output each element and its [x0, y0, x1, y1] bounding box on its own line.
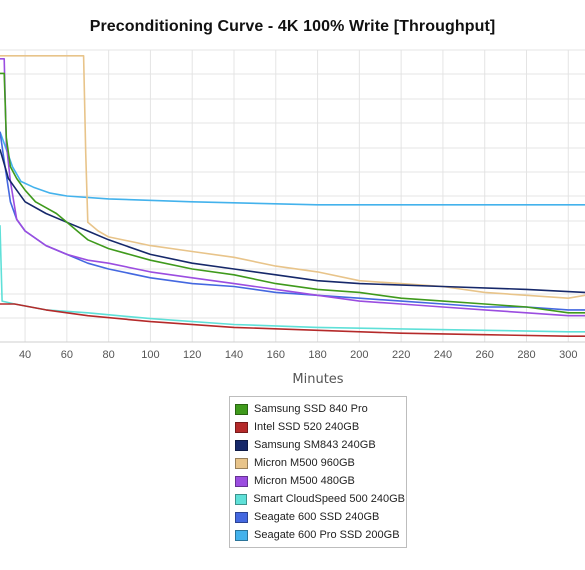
legend-label: Seagate 600 SSD 240GB — [254, 511, 380, 523]
legend-item: Intel SSD 520 240GB — [235, 418, 405, 436]
x-tick-label-160: 160 — [267, 349, 285, 361]
x-tick-label-220: 220 — [392, 349, 410, 361]
x-tick-label-60: 60 — [61, 349, 73, 361]
legend-item: Samsung SSD 840 Pro — [235, 400, 405, 418]
x-tick-label-140: 140 — [225, 349, 243, 361]
series-line-micron-m500-480gb — [0, 58, 585, 317]
x-tick-label-280: 280 — [517, 349, 535, 361]
legend-swatch — [235, 457, 248, 469]
legend-item: Seagate 600 SSD 240GB — [235, 508, 405, 526]
x-tick-label-180: 180 — [308, 349, 326, 361]
legend-item: Seagate 600 Pro SSD 200GB — [235, 526, 405, 544]
x-tick-label-300: 300 — [559, 349, 577, 361]
legend-label: Intel SSD 520 240GB — [254, 421, 360, 433]
x-tick-label-100: 100 — [141, 349, 159, 361]
legend-item: Samsung SM843 240GB — [235, 436, 405, 454]
x-tick-label-260: 260 — [476, 349, 494, 361]
legend: Samsung SSD 840 Pro Intel SSD 520 240GB Sa… — [229, 396, 407, 548]
tick-layer: 40 60 80 100 120 140 160 180 200 220 240 260 280 300 — [19, 349, 578, 361]
legend-label: Micron M500 480GB — [254, 475, 355, 487]
series-line-micron-m500-960gb — [0, 55, 585, 299]
x-tick-label-240: 240 — [434, 349, 452, 361]
chart-title: Preconditioning Curve - 4K 100% Write [T… — [89, 18, 496, 35]
legend-label: Samsung SM843 240GB — [254, 439, 376, 451]
series-line-samsung-ssd-840-pro — [0, 72, 585, 314]
legend-swatch — [235, 511, 248, 523]
legend-swatch — [235, 493, 248, 505]
series-line-samsung-sm843-240gb — [0, 149, 585, 294]
legend-label: Smart CloudSpeed 500 240GB — [253, 493, 405, 505]
legend-item: Micron M500 960GB — [235, 454, 405, 472]
legend-swatch — [235, 529, 248, 541]
legend-swatch — [235, 421, 248, 433]
x-tick-label-200: 200 — [350, 349, 368, 361]
legend-label: Micron M500 960GB — [254, 457, 355, 469]
legend-swatch — [235, 403, 248, 415]
legend-item: Micron M500 480GB — [235, 472, 405, 490]
grid-layer — [0, 49, 585, 343]
x-tick-label-80: 80 — [103, 349, 115, 361]
legend-label: Seagate 600 Pro SSD 200GB — [254, 529, 400, 541]
series-line-intel-ssd-520-240gb — [0, 303, 585, 337]
series-layer — [0, 55, 585, 337]
x-axis-title: Minutes — [292, 372, 343, 387]
x-tick-label-40: 40 — [19, 349, 31, 361]
legend-swatch — [235, 439, 248, 451]
series-line-seagate-600-pro-ssd-200gb — [0, 131, 585, 206]
legend-item: Smart CloudSpeed 500 240GB — [235, 490, 405, 508]
legend-swatch — [235, 475, 248, 487]
x-tick-label-120: 120 — [183, 349, 201, 361]
legend-label: Samsung SSD 840 Pro — [254, 403, 368, 415]
